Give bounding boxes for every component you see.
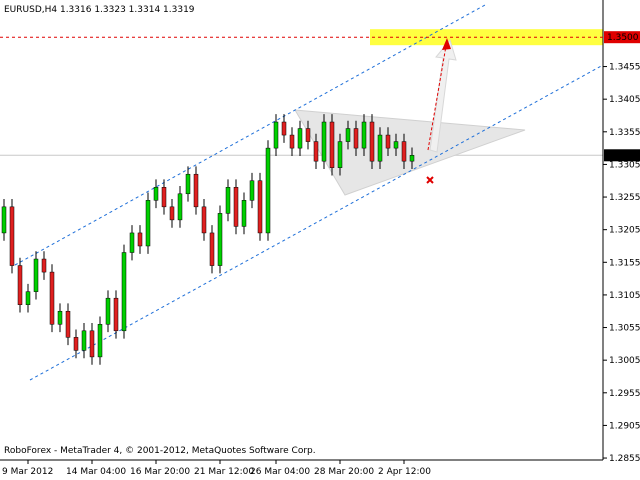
candle-body: [57, 310, 63, 325]
y-tick-label: 1.3355: [609, 128, 640, 138]
candle-body: [265, 147, 271, 234]
y-tick-label: 1.2955: [609, 389, 640, 399]
candle-body: [169, 206, 175, 221]
current-price-label: 1.3319: [607, 151, 639, 161]
candle-body: [225, 187, 231, 214]
y-tick-label: 1.3105: [609, 291, 640, 301]
triangle-pattern: [294, 109, 526, 196]
candle-body: [25, 291, 31, 305]
x-tick-label: 16 Mar 20:00: [130, 467, 190, 477]
stop-mark: [426, 176, 434, 184]
candle-body: [393, 141, 399, 149]
candle-body: [145, 200, 151, 247]
y-tick-label: 1.3305: [609, 160, 640, 170]
candle-body: [73, 337, 79, 351]
y-tick-label: 1.2905: [609, 421, 640, 431]
candle-body: [321, 121, 327, 162]
candle-body: [377, 134, 383, 162]
candle-body: [113, 297, 119, 332]
candle-body: [177, 193, 183, 221]
candle-body: [41, 258, 47, 273]
candle-body: [241, 200, 247, 227]
target-label: 1.3500: [607, 33, 639, 43]
candle-body: [105, 297, 111, 325]
candle-body: [337, 141, 343, 168]
candle-body: [121, 252, 127, 332]
candle-body: [185, 173, 191, 195]
candle-body: [401, 141, 407, 162]
candle-body: [305, 128, 311, 142]
target-label-box: [604, 31, 640, 44]
candle-body: [201, 206, 207, 234]
candle-body: [33, 258, 39, 292]
x-tick-label: 26 Mar 04:00: [250, 467, 310, 477]
y-tick-label: 1.3205: [609, 226, 640, 236]
candle-body: [65, 310, 71, 338]
x-tick-label: 14 Mar 04:00: [66, 467, 126, 477]
candle-body: [209, 232, 215, 266]
y-tick-label: 1.3055: [609, 324, 640, 334]
candle-body: [313, 141, 319, 162]
candle-body: [281, 121, 287, 136]
candle-body: [273, 121, 279, 149]
candle-body: [9, 206, 15, 266]
y-tick-label: 1.3405: [609, 95, 640, 105]
candle-body: [49, 271, 55, 325]
candle-body: [257, 180, 263, 234]
forecast-arrow: [427, 45, 447, 151]
candle-body: [89, 330, 95, 358]
candle-body: [233, 187, 239, 227]
y-tick-label: 1.3255: [609, 193, 640, 203]
y-tick-label: 1.2855: [609, 454, 640, 464]
candle-body: [193, 173, 199, 208]
y-tick-label: 1.3155: [609, 258, 640, 268]
candle-body: [353, 128, 359, 149]
forecast-arrowhead: [442, 38, 451, 50]
candle-body: [289, 134, 295, 149]
candle-body: [409, 155, 415, 162]
candle-body: [385, 134, 391, 149]
candle-body: [369, 121, 375, 162]
candle-body: [217, 213, 223, 266]
x-tick-label: 2 Apr 12:00: [378, 467, 431, 477]
candle-body: [249, 180, 255, 201]
candle-body: [361, 121, 367, 149]
candle-body: [153, 187, 159, 201]
candle-body: [1, 206, 7, 234]
candle-body: [137, 232, 143, 247]
forecast-arrow-shadow: [429, 38, 457, 153]
y-tick-label: 1.3455: [609, 63, 640, 73]
candle-body: [345, 128, 351, 142]
candle-body: [329, 121, 335, 168]
candle-body: [17, 265, 23, 305]
candle-body: [81, 330, 87, 351]
candle-body: [297, 128, 303, 149]
chart-title: EURUSD,H4 1.3316 1.3323 1.3314 1.3319: [4, 5, 195, 15]
y-tick-label: 1.3005: [609, 356, 640, 366]
candle-body: [97, 324, 103, 358]
candle-body: [129, 232, 135, 253]
x-tick-label: 21 Mar 12:00: [194, 467, 254, 477]
x-tick-label: 9 Mar 2012: [2, 467, 53, 477]
current-price-box: [604, 149, 640, 162]
x-tick-label: 28 Mar 20:00: [314, 467, 374, 477]
footer: RoboForex - MetaTrader 4, © 2001-2012, M…: [4, 446, 316, 456]
candle-body: [161, 187, 167, 208]
